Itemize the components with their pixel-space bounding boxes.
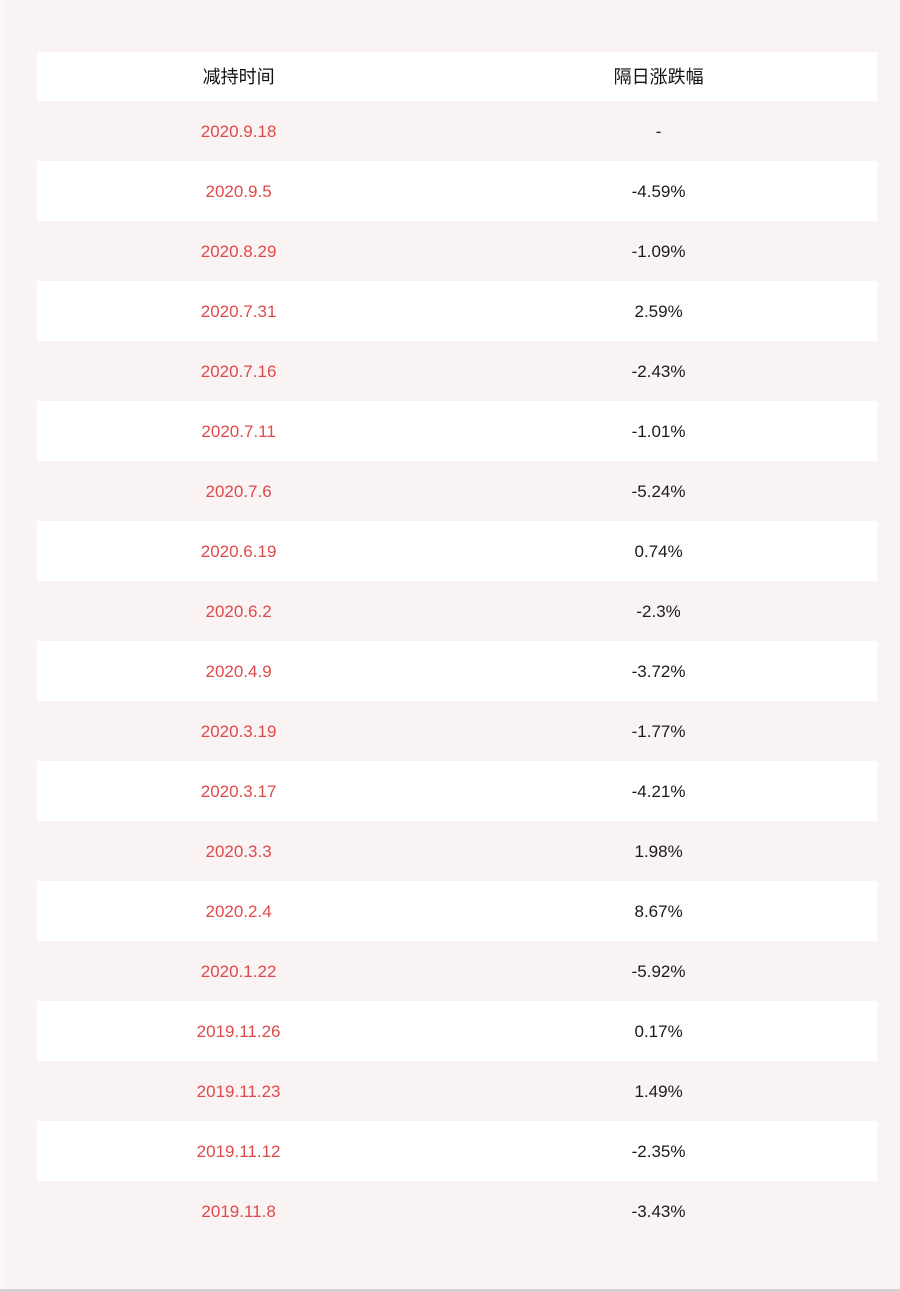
table-row: 2020.2.4 8.67% — [37, 881, 877, 941]
page-left-edge — [0, 0, 3, 1292]
table-row: 2019.11.12 -2.35% — [37, 1121, 877, 1181]
reduction-date-cell: 2020.3.19 — [200, 721, 277, 741]
table-row: 2020.7.16 -2.43% — [37, 341, 877, 401]
table-row: 2019.11.23 1.49% — [37, 1061, 877, 1121]
reduction-date-cell: 2020.3.3 — [205, 841, 272, 861]
table-row: 2020.9.5 -4.59% — [37, 161, 877, 221]
column-header-reduction-date: 减持时间 — [202, 66, 275, 87]
table-row: 2019.11.26 0.17% — [37, 1001, 877, 1061]
reduction-date-cell: 2019.11.23 — [196, 1081, 281, 1101]
table-row: 2020.3.17 -4.21% — [37, 761, 877, 821]
table-row: 2019.11.8 -3.43% — [37, 1181, 877, 1241]
reduction-date-cell: 2020.6.2 — [205, 601, 272, 621]
reduction-date-cell: 2020.7.16 — [200, 361, 277, 381]
next-day-change-cell: 8.67% — [634, 901, 683, 921]
next-day-change-cell: -5.92% — [631, 961, 686, 981]
reduction-date-cell: 2019.11.26 — [196, 1021, 281, 1041]
table-row: 2020.6.19 0.74% — [37, 521, 877, 581]
next-day-change-cell: -1.09% — [631, 241, 686, 261]
next-day-change-cell: -1.77% — [631, 721, 686, 741]
reduction-date-cell: 2020.6.19 — [200, 541, 277, 561]
table-row: 2020.4.9 -3.72% — [37, 641, 877, 701]
table-row: 2020.7.6 -5.24% — [37, 461, 877, 521]
table-row: 2020.1.22 -5.92% — [37, 941, 877, 1001]
next-day-change-cell: - — [655, 121, 662, 141]
next-day-change-cell: -3.43% — [631, 1201, 686, 1221]
next-day-change-cell: 0.74% — [634, 541, 683, 561]
reduction-date-cell: 2020.2.4 — [205, 901, 272, 921]
page-bottom-edge — [0, 1289, 900, 1292]
next-day-change-cell: -2.3% — [636, 601, 681, 621]
reduction-date-cell: 2020.7.6 — [205, 481, 272, 501]
next-day-change-cell: -4.59% — [631, 181, 686, 201]
next-day-change-cell: 1.49% — [634, 1081, 683, 1101]
next-day-change-cell: -3.72% — [631, 661, 686, 681]
table-row: 2020.6.2 -2.3% — [37, 581, 877, 641]
next-day-change-cell: -2.43% — [631, 361, 686, 381]
next-day-change-cell: -4.21% — [631, 781, 686, 801]
table-row: 2020.8.29 -1.09% — [37, 221, 877, 281]
reduction-date-cell: 2020.9.18 — [200, 121, 277, 141]
table-row: 2020.7.31 2.59% — [37, 281, 877, 341]
reduction-date-cell: 2020.4.9 — [205, 661, 272, 681]
reduction-date-cell: 2020.7.11 — [201, 421, 276, 441]
table-row: 2020.3.3 1.98% — [37, 821, 877, 881]
reduction-date-cell: 2020.7.31 — [200, 301, 277, 321]
table-body: 2020.9.18 - 2020.9.5 -4.59% 2020.8.29 -1… — [37, 101, 877, 1241]
reduction-date-cell: 2020.3.17 — [200, 781, 277, 801]
reduction-date-cell: 2019.11.12 — [196, 1141, 281, 1161]
table-row: 2020.9.18 - — [37, 101, 877, 161]
reduction-date-cell: 2019.11.8 — [201, 1201, 276, 1221]
next-day-change-cell: 1.98% — [634, 841, 683, 861]
table-header-row: 减持时间 隔日涨跌幅 — [37, 52, 877, 101]
reduction-date-cell: 2020.9.5 — [205, 181, 272, 201]
next-day-change-cell: 0.17% — [634, 1021, 683, 1041]
reduction-date-cell: 2020.1.22 — [200, 961, 277, 981]
column-header-next-day-change: 隔日涨跌幅 — [613, 66, 704, 87]
table-row: 2020.7.11 -1.01% — [37, 401, 877, 461]
next-day-change-cell: -2.35% — [631, 1141, 686, 1161]
reduction-date-cell: 2020.8.29 — [200, 241, 277, 261]
next-day-change-cell: -5.24% — [631, 481, 686, 501]
next-day-change-cell: 2.59% — [634, 301, 683, 321]
reduction-history-table: 减持时间 隔日涨跌幅 2020.9.18 - 2020.9.5 -4.59% 2… — [37, 52, 877, 1241]
table-row: 2020.3.19 -1.77% — [37, 701, 877, 761]
next-day-change-cell: -1.01% — [631, 421, 686, 441]
